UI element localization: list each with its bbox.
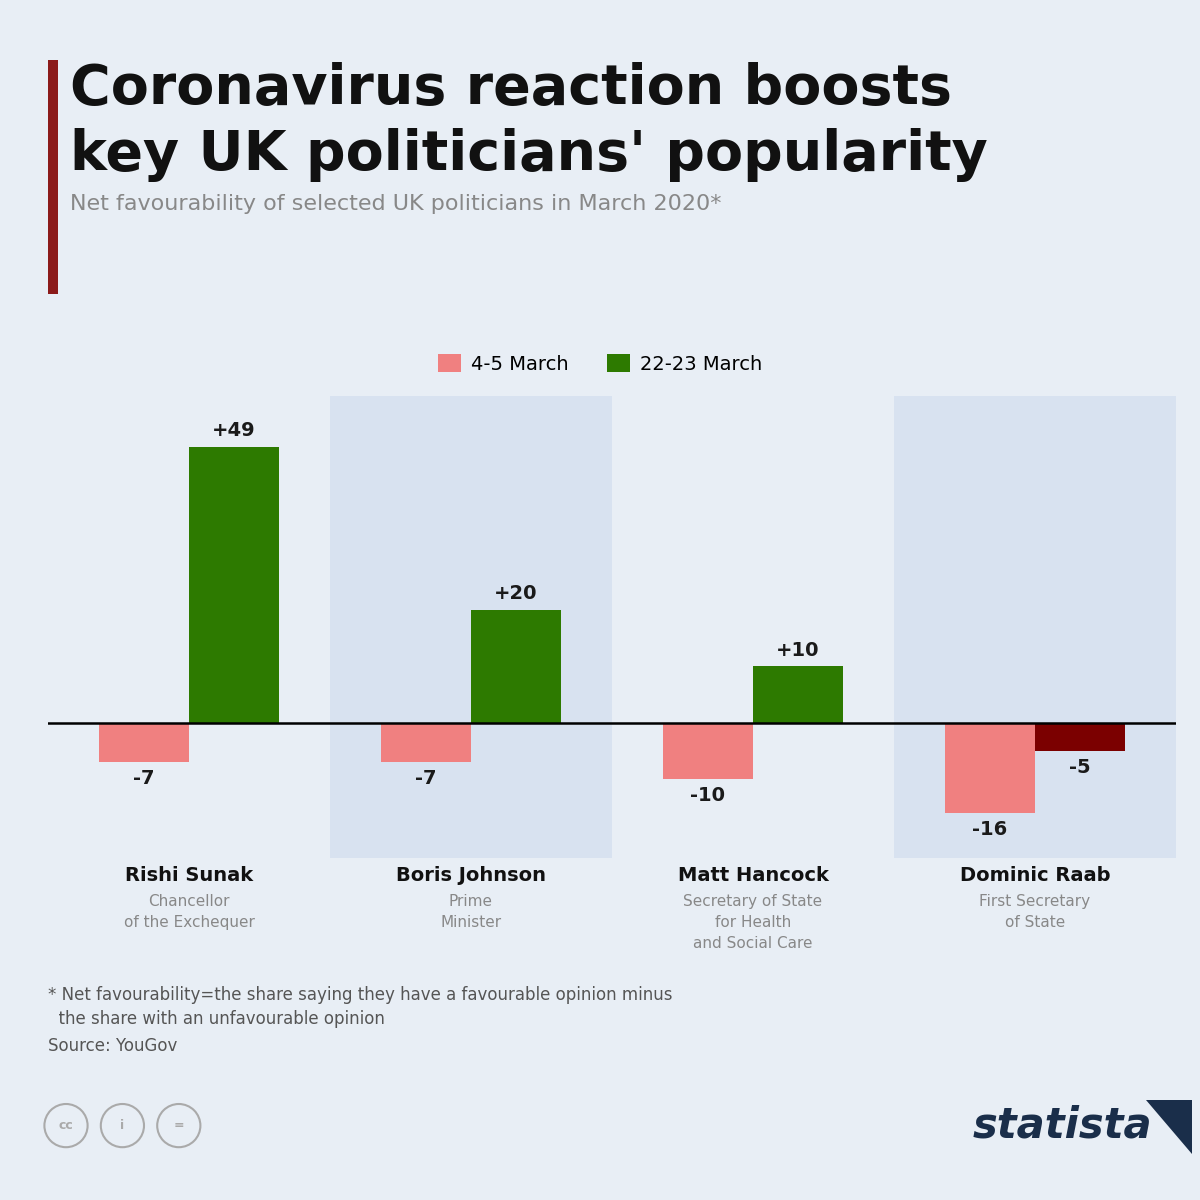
Text: -16: -16 [972, 820, 1008, 839]
Bar [190, 446, 280, 722]
Text: Matt Hancock: Matt Hancock [678, 866, 828, 886]
Bar [944, 722, 1034, 812]
Text: statista: statista [972, 1104, 1152, 1146]
Text: +49: +49 [212, 421, 256, 440]
FancyBboxPatch shape [894, 396, 1176, 858]
Bar [380, 722, 470, 762]
Bar [470, 610, 562, 722]
Text: First Secretary
of State: First Secretary of State [979, 894, 1091, 930]
Text: Coronavirus reaction boosts: Coronavirus reaction boosts [70, 62, 952, 116]
Text: -7: -7 [415, 769, 437, 788]
Text: Rishi Sunak: Rishi Sunak [125, 866, 253, 886]
FancyBboxPatch shape [330, 396, 612, 858]
FancyBboxPatch shape [48, 396, 330, 858]
Bar [98, 722, 190, 762]
Text: +10: +10 [776, 641, 820, 660]
Text: Source: YouGov: Source: YouGov [48, 1037, 178, 1055]
Text: key UK politicians' popularity: key UK politicians' popularity [70, 128, 988, 182]
Text: =: = [174, 1120, 184, 1132]
Bar [1034, 722, 1126, 751]
Text: i: i [120, 1120, 125, 1132]
Bar [754, 666, 844, 722]
Text: -5: -5 [1069, 757, 1091, 776]
Text: Boris Johnson: Boris Johnson [396, 866, 546, 886]
Text: +20: +20 [494, 584, 538, 604]
Text: * Net favourability=the share saying they have a favourable opinion minus: * Net favourability=the share saying the… [48, 986, 672, 1004]
Text: Net favourability of selected UK politicians in March 2020*: Net favourability of selected UK politic… [70, 194, 721, 215]
Text: cc: cc [59, 1120, 73, 1132]
Text: -10: -10 [690, 786, 725, 805]
Text: Dominic Raab: Dominic Raab [960, 866, 1110, 886]
Text: Chancellor
of the Exchequer: Chancellor of the Exchequer [124, 894, 254, 930]
Text: -7: -7 [133, 769, 155, 788]
Bar [662, 722, 754, 779]
Legend: 4-5 March, 22-23 March: 4-5 March, 22-23 March [430, 346, 770, 382]
FancyBboxPatch shape [612, 396, 894, 858]
Text: Secretary of State
for Health
and Social Care: Secretary of State for Health and Social… [684, 894, 822, 950]
Text: Prime
Minister: Prime Minister [440, 894, 502, 930]
Polygon shape [1146, 1100, 1192, 1154]
Text: the share with an unfavourable opinion: the share with an unfavourable opinion [48, 1010, 385, 1028]
